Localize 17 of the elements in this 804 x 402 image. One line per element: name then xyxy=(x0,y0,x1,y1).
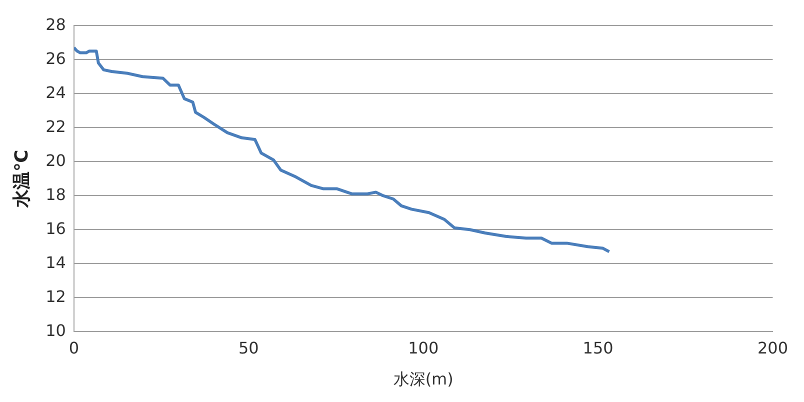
x-axis-title: 水深(m) xyxy=(393,370,454,389)
y-tick-label: 12 xyxy=(46,286,66,306)
y-tick-label: 28 xyxy=(46,14,66,34)
y-tick-label: 16 xyxy=(46,218,66,238)
y-tick-label: 14 xyxy=(46,252,66,272)
y-tick-label: 20 xyxy=(46,150,66,170)
x-tick-label: 0 xyxy=(68,338,80,358)
y-tick-label: 26 xyxy=(46,48,66,68)
y-tick-label: 24 xyxy=(46,82,66,102)
y-tick-label: 22 xyxy=(46,116,66,136)
x-tick-label: 100 xyxy=(408,338,439,358)
x-tick-label: 200 xyxy=(757,338,788,358)
y-tick-label: 10 xyxy=(46,320,66,340)
y-tick-label: 18 xyxy=(46,184,66,204)
x-tick-label: 150 xyxy=(582,338,614,358)
x-tick-label: 50 xyxy=(238,338,259,358)
y-axis-title: 水温℃ xyxy=(11,150,32,208)
